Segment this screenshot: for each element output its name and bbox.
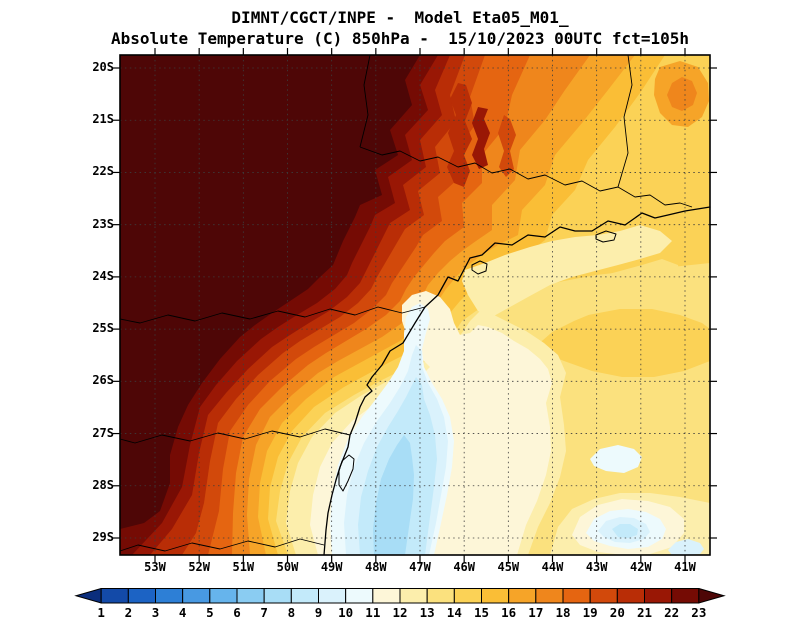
- colorbar-segment: [290, 588, 319, 604]
- colorbar-number: 4: [179, 605, 187, 618]
- colorbar-segment: [671, 588, 700, 604]
- temperature-field-map: [113, 48, 717, 562]
- lat-tick-label: 20S: [92, 60, 114, 74]
- colorbar-number: 5: [206, 605, 214, 618]
- contour-fill-layer: [120, 55, 710, 555]
- title-line-2: Absolute Temperature (C) 850hPa - 15/10/…: [111, 29, 689, 48]
- lon-tick-label: 44W: [541, 560, 564, 574]
- colorbar-number: 7: [260, 605, 268, 618]
- colorbar-number: 16: [501, 605, 516, 618]
- colorbar-right-arrow: [698, 587, 726, 604]
- temperature-colorbar: 1 2 3 4 5 6 7 8 9 10 11 12 13 14 15 16 17 18 19 20 21 22 23: [74, 587, 726, 618]
- colorbar-number: 23: [691, 605, 706, 618]
- colorbar-number: 18: [555, 605, 570, 618]
- lat-tick-label: 29S: [92, 530, 114, 544]
- colorbar-segment: [155, 588, 184, 604]
- colorbar-number: 12: [392, 605, 407, 618]
- colorbar-segment: [616, 588, 645, 604]
- colorbar-segment: [236, 588, 265, 604]
- island-ilhabela: [471, 260, 488, 275]
- axis-ticks: [113, 48, 717, 562]
- latlon-grid: [120, 55, 710, 555]
- colorbar-segment: [589, 588, 618, 604]
- colorbar-segment: [100, 588, 129, 604]
- colorbar-number: 11: [365, 605, 380, 618]
- colorbar-segment: [372, 588, 401, 604]
- colorbar-number: 2: [125, 605, 133, 618]
- colorbar-segment: [263, 588, 292, 604]
- state-border: [359, 54, 371, 148]
- colorbar-number: 13: [420, 605, 435, 618]
- colorbar-number: 20: [610, 605, 625, 618]
- title-line-1: DIMNT/CGCT/INPE - Model Eta05_M01_: [231, 8, 569, 27]
- colorbar-segment: [426, 588, 455, 604]
- colorbar-segment: [508, 588, 537, 604]
- state-border: [119, 428, 351, 444]
- lon-tick-label: 48W: [364, 560, 387, 574]
- lon-tick-label: 47W: [409, 560, 431, 574]
- map-frame: [119, 54, 711, 556]
- state-border: [359, 146, 693, 208]
- lon-tick-label: 49W: [320, 560, 343, 574]
- lat-tick-label: 21S: [92, 112, 114, 127]
- colorbar-segment: [182, 588, 211, 604]
- lon-tick-label: 42W: [629, 560, 652, 574]
- colorbar-segment: [209, 588, 238, 604]
- colorbar-segment: [644, 588, 673, 604]
- map-area: [113, 48, 717, 562]
- colorbar-segment: [562, 588, 591, 604]
- colorbar-segment: [453, 588, 483, 604]
- colorbar-number: 3: [152, 605, 160, 618]
- state-border: [119, 538, 325, 552]
- plot-title: DIMNT/CGCT/INPE - Model Eta05_M01_ Absol…: [0, 7, 800, 49]
- island-ilha-grande: [595, 230, 617, 243]
- colorbar-number: 22: [664, 605, 679, 618]
- colorbar-number: 1: [97, 605, 105, 618]
- colorbar-segment: [535, 588, 564, 604]
- lon-tick-label: 52W: [188, 560, 210, 574]
- lon-tick-label: 51W: [232, 560, 255, 574]
- lon-tick-label: 45W: [497, 560, 520, 574]
- state-border-layer: [119, 54, 693, 552]
- colorbar-segment: [318, 588, 347, 604]
- colorbar-segment: [481, 588, 510, 604]
- lon-tick-label: 43W: [585, 560, 608, 574]
- lat-tick-label: 27S: [92, 425, 114, 440]
- colorbar-number: 10: [338, 605, 353, 618]
- colorbar-number: 15: [474, 605, 489, 618]
- island-florianopolis: [338, 454, 355, 492]
- colorbar-number: 6: [233, 605, 241, 618]
- lat-tick-label: 28S: [92, 477, 114, 492]
- state-border: [119, 306, 426, 324]
- colorbar-left-arrow: [74, 587, 102, 604]
- lon-tick-label: 46W: [453, 560, 475, 574]
- lat-tick-label: 25S: [92, 321, 114, 336]
- lat-tick-label: 22S: [92, 164, 114, 179]
- state-border: [617, 54, 633, 188]
- lon-tick-label: 41W: [674, 560, 696, 574]
- lon-tick-label: 53W: [144, 560, 166, 574]
- colorbar-svg: 1 2 3 4 5 6 7 8 9 10 11 12 13 14 15 16 17 18 19 20 21 22 23: [74, 587, 726, 618]
- lat-tick-label: 23S: [92, 216, 114, 231]
- colorbar-segment: [399, 588, 428, 604]
- colorbar-number: 21: [637, 605, 652, 618]
- colorbar-segment: [127, 588, 156, 604]
- colorbar-segment: [345, 588, 374, 604]
- colorbar-number: 14: [447, 605, 462, 618]
- colorbar-number: 17: [528, 605, 543, 618]
- colorbar-number: 9: [315, 605, 323, 618]
- lat-tick-label: 26S: [92, 373, 114, 388]
- colorbar-number: 8: [288, 605, 296, 618]
- lon-tick-label: 50W: [276, 560, 299, 574]
- colorbar-number: 19: [583, 605, 598, 618]
- lat-tick-label: 24S: [92, 268, 114, 283]
